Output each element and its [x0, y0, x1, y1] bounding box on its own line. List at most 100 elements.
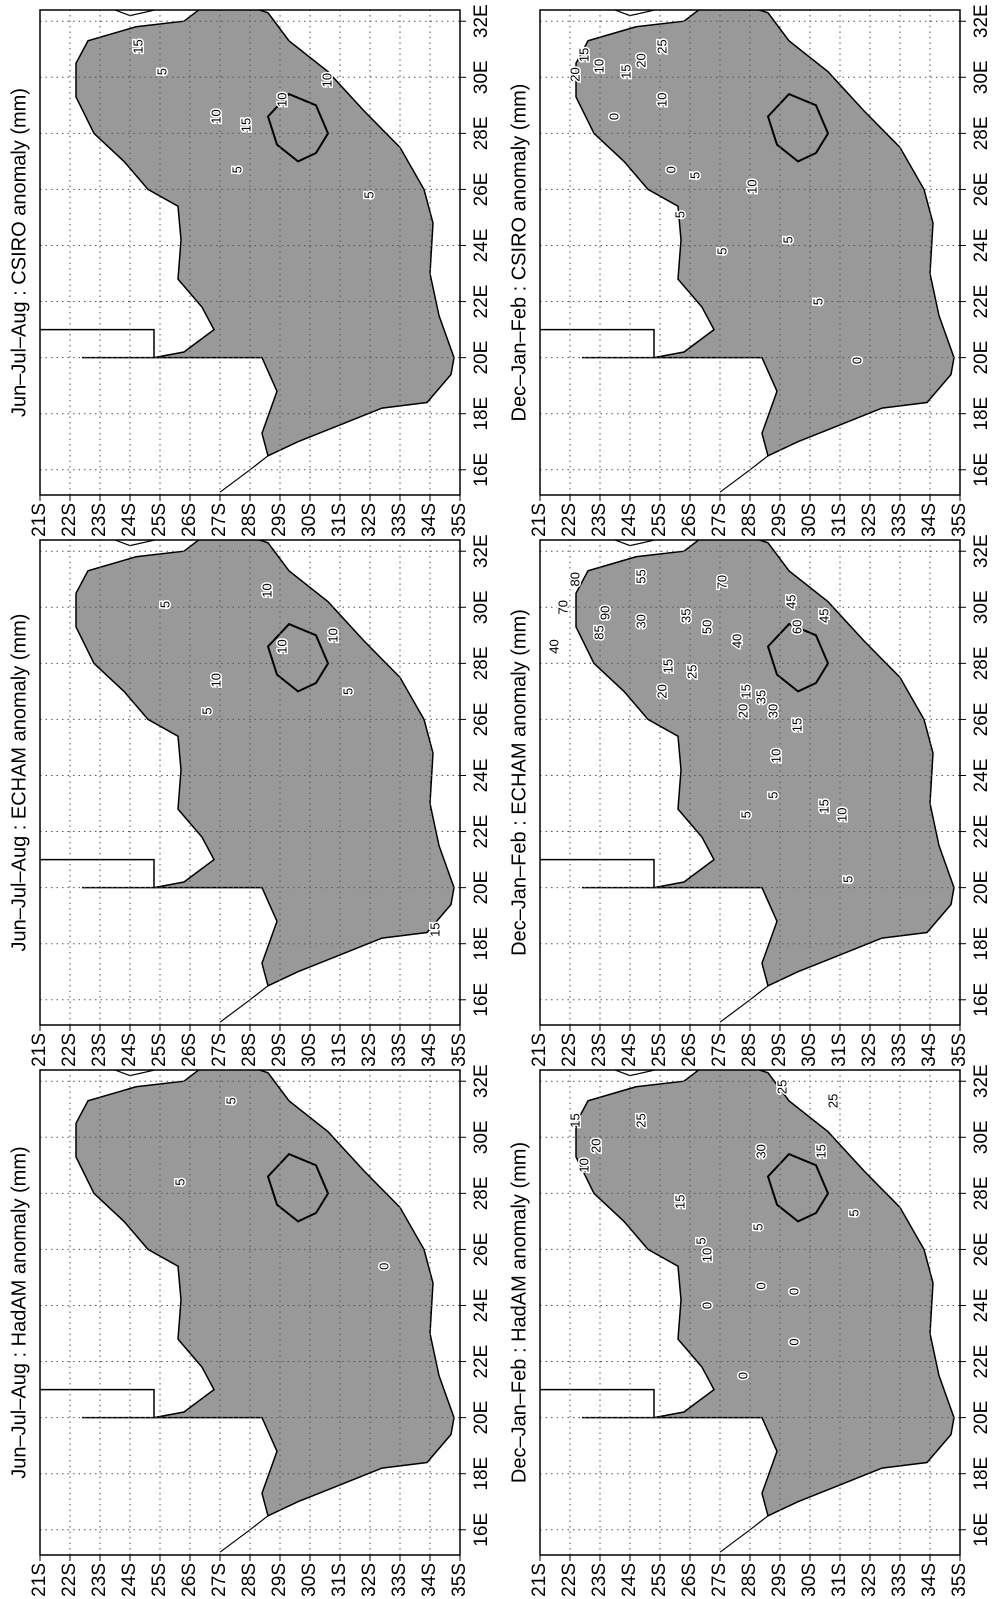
y-tick-label: 34S — [419, 1033, 440, 1067]
y-tick-label: 29S — [269, 1033, 290, 1067]
map-panel: 5 15 10 10 15 10 5 5 16E 18E 20E 22E 24E 26E 28E 30E 32E… — [8, 4, 492, 537]
y-tick-label: 34S — [419, 503, 440, 537]
contour-label: 10 — [319, 73, 334, 87]
border-line — [540, 328, 655, 359]
x-tick-label: 28E — [971, 116, 992, 150]
x-tick-label: 32E — [471, 1064, 492, 1098]
coast-line — [219, 455, 269, 493]
contour-label: 5 — [229, 166, 244, 173]
contour-label: 0 — [663, 166, 678, 173]
x-tick-label: 32E — [471, 534, 492, 568]
contour-label: 15 — [672, 1195, 687, 1209]
land-shading — [75, 540, 455, 987]
contour-label: 5 — [687, 172, 702, 179]
x-tick-label: 28E — [471, 646, 492, 680]
contour-label: 10 — [834, 808, 849, 822]
contour-label: 25 — [774, 1080, 789, 1094]
x-tick-label: 28E — [971, 646, 992, 680]
y-tick-label: 22S — [559, 1563, 580, 1597]
contour-label: 5 — [840, 876, 855, 883]
border-line — [40, 858, 155, 889]
x-tick-label: 20E — [471, 341, 492, 375]
x-tick-label: 20E — [471, 871, 492, 905]
contour-label: 20 — [633, 53, 648, 67]
border-line — [40, 328, 155, 359]
contour-label: 20 — [567, 67, 582, 81]
contour-label: 10 — [591, 59, 606, 73]
y-tick-label: 29S — [769, 1033, 790, 1067]
lesotho-border — [766, 622, 830, 693]
y-tick-label: 26S — [679, 1563, 700, 1597]
x-tick-label: 30E — [471, 590, 492, 624]
contour-label: 10 — [208, 109, 223, 123]
contour-label: 5 — [810, 298, 825, 305]
y-tick-label: 30S — [799, 1033, 820, 1067]
x-tick-label: 22E — [971, 815, 992, 849]
y-tick-label: 32S — [859, 503, 880, 537]
contour-label: 80 — [567, 572, 582, 586]
lesotho-border — [766, 92, 830, 163]
contour-label: 15 — [618, 64, 633, 78]
y-tick-label: 26S — [179, 503, 200, 537]
y-tick-label: 24S — [619, 1563, 640, 1597]
x-tick-label: 28E — [471, 116, 492, 150]
y-tick-label: 22S — [59, 1033, 80, 1067]
y-tick-label: 30S — [299, 503, 320, 537]
y-tick-label: 32S — [359, 1563, 380, 1597]
coast-line — [719, 1515, 769, 1553]
y-tick-label: 31S — [829, 1563, 850, 1597]
lesotho-border — [266, 1152, 330, 1223]
contour-label: 30 — [765, 704, 780, 718]
x-tick-label: 16E — [471, 1513, 492, 1547]
y-tick-label: 26S — [679, 1033, 700, 1067]
x-tick-label: 18E — [471, 1457, 492, 1491]
contour-label: 5 — [714, 247, 729, 254]
panel-title: Jun–Jul–Aug : HadAM anomaly (mm) — [8, 1146, 30, 1478]
contour-label: 30 — [753, 1144, 768, 1158]
contour-label: 35 — [753, 690, 768, 704]
contour-label: 5 — [846, 1209, 861, 1216]
x-tick-label: 18E — [471, 397, 492, 431]
x-tick-label: 22E — [471, 1345, 492, 1379]
x-tick-label: 32E — [971, 534, 992, 568]
contour-label: 40 — [546, 639, 561, 653]
y-tick-label: 26S — [179, 1563, 200, 1597]
panel-title: Jun–Jul–Aug : CSIRO anomaly (mm) — [8, 88, 30, 417]
coast-line — [719, 455, 769, 493]
contour-label: 5 — [361, 191, 376, 198]
contour-label: 10 — [259, 583, 274, 597]
x-tick-label: 26E — [971, 173, 992, 207]
panel-title: Dec–Jan–Feb : CSIRO anomaly (mm) — [508, 84, 530, 422]
y-tick-label: 27S — [709, 1563, 730, 1597]
contour-label: 70 — [714, 575, 729, 589]
contour-label: 40 — [729, 634, 744, 648]
y-tick-label: 31S — [829, 503, 850, 537]
contour-label: 70 — [555, 600, 570, 614]
contour-label: 5 — [199, 707, 214, 714]
y-tick-label: 25S — [649, 503, 670, 537]
x-tick-label: 18E — [971, 1457, 992, 1491]
contour-label: 5 — [672, 211, 687, 218]
contour-label: 15 — [789, 718, 804, 732]
map-panel: 5 10 10 10 10 5 5 15 16E 18E 20E 22E 24E 26E 28E 30E 32E… — [8, 534, 492, 1067]
contour-label: 10 — [325, 628, 340, 642]
contour-label: 85 — [591, 625, 606, 639]
y-tick-label: 35S — [449, 1033, 470, 1067]
x-tick-label: 16E — [971, 983, 992, 1017]
contour-label: 10 — [654, 92, 669, 106]
map-content: 5 10 10 10 10 5 5 15 — [40, 540, 460, 1025]
contour-label: 30 — [633, 614, 648, 628]
y-tick-label: 21S — [529, 503, 550, 537]
coast-line — [219, 1515, 269, 1553]
contour-label: 25 — [633, 1113, 648, 1127]
y-tick-label: 25S — [649, 1563, 670, 1597]
y-tick-label: 32S — [859, 1033, 880, 1067]
contour-label: 5 — [765, 791, 780, 798]
x-tick-label: 24E — [471, 229, 492, 263]
contour-label: 0 — [753, 1282, 768, 1289]
y-tick-label: 22S — [559, 1033, 580, 1067]
y-tick-label: 22S — [59, 1563, 80, 1597]
